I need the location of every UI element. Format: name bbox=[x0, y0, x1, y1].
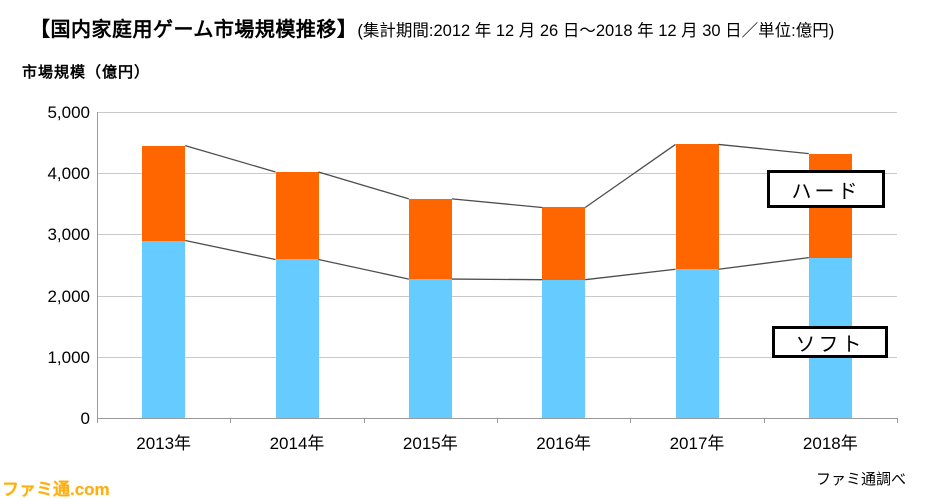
x-axis-tick bbox=[97, 418, 98, 423]
y-tick-label: 2,000 bbox=[47, 286, 90, 306]
bar-2016年-ハード bbox=[542, 207, 586, 280]
y-tick-label: 3,000 bbox=[47, 225, 90, 245]
gridline bbox=[97, 112, 897, 113]
x-tick-label: 2014年 bbox=[269, 434, 325, 453]
x-tick-label: 2017年 bbox=[669, 434, 725, 453]
bar-2014年-ハード bbox=[275, 171, 319, 260]
x-axis-tick bbox=[763, 418, 765, 423]
x-tick-label: 2018年 bbox=[802, 434, 858, 453]
chart-title-main: 【国内家庭用ゲーム市場規模推移】 bbox=[30, 19, 358, 41]
y-axis-title: 市場規模（億円） bbox=[22, 64, 151, 81]
chart-title: 【国内家庭用ゲーム市場規模推移】(集計期間:2012 年 12 月 26 日～2… bbox=[30, 13, 834, 42]
bar-2013年-ハード bbox=[142, 145, 186, 241]
y-tick-label: 5,000 bbox=[47, 103, 90, 122]
gridline bbox=[97, 173, 897, 175]
famitsu-logo-watermark: ファミ通.com bbox=[2, 480, 110, 499]
bar-2017年-ソフト bbox=[675, 269, 719, 418]
x-tick-label: 2016年 bbox=[536, 434, 592, 453]
y-tick-label: 0 bbox=[80, 409, 90, 428]
y-tick-label: 1,000 bbox=[47, 347, 90, 367]
bar-2014年-ソフト bbox=[275, 259, 319, 418]
y-tick-label: 4,000 bbox=[47, 164, 90, 184]
chart-title-subtitle: (集計期間:2012 年 12 月 26 日～2018 年 12 月 30 日／… bbox=[357, 22, 835, 40]
gridline bbox=[97, 295, 897, 297]
legend-label-hard: ハード bbox=[767, 170, 885, 208]
y-axis-line bbox=[97, 112, 98, 418]
x-tick-label: 2015年 bbox=[402, 434, 458, 453]
x-tick-label: 2013年 bbox=[136, 434, 192, 453]
x-axis-tick bbox=[230, 418, 232, 423]
bar-2015年-ハード bbox=[408, 198, 452, 280]
legend-label-soft: ソフト bbox=[772, 326, 888, 358]
gridline bbox=[97, 234, 897, 236]
x-axis-tick bbox=[897, 418, 898, 423]
x-axis-tick bbox=[630, 418, 632, 423]
x-axis-tick bbox=[363, 418, 365, 423]
bar-2015年-ソフト bbox=[408, 279, 452, 418]
gridline bbox=[97, 356, 897, 358]
x-axis-tick bbox=[497, 418, 498, 423]
bar-2013年-ソフト bbox=[142, 240, 186, 418]
bar-2016年-ソフト bbox=[542, 279, 586, 418]
source-note: ファミ通調べ bbox=[815, 471, 906, 488]
bar-2017年-ハード bbox=[675, 144, 719, 270]
